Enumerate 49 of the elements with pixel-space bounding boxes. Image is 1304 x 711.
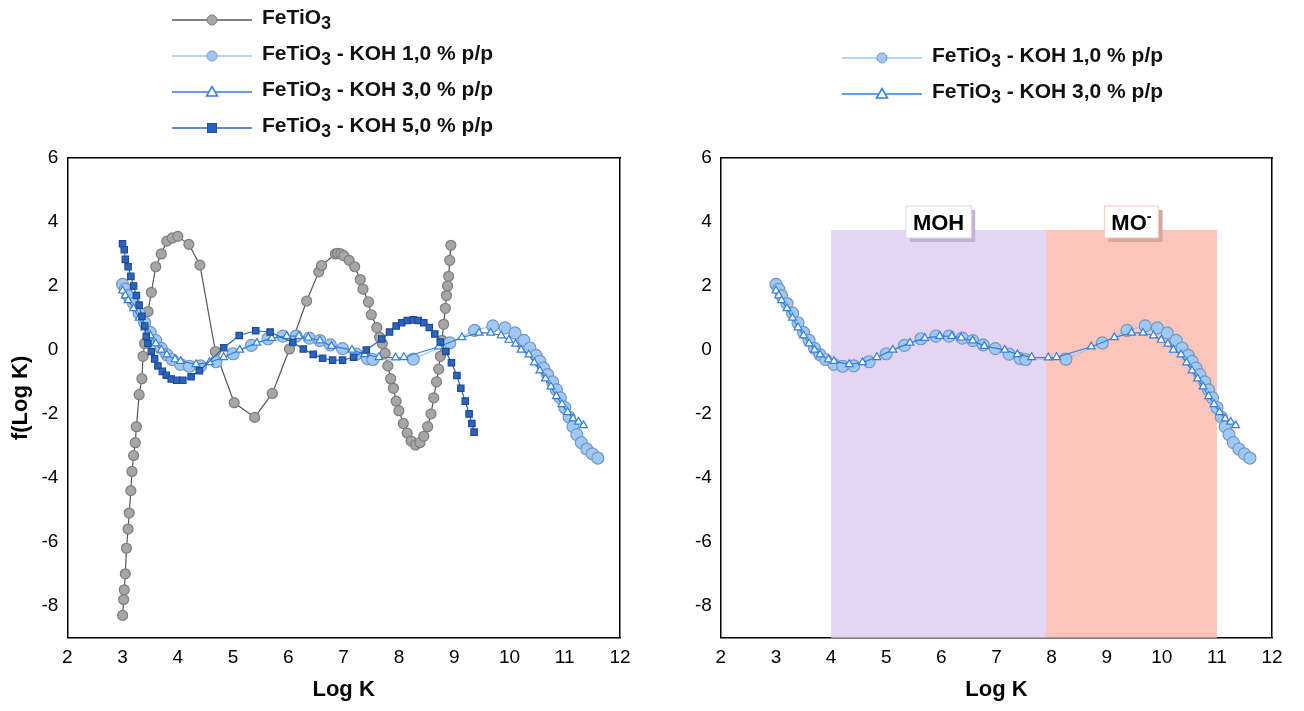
x-axis-title: Log K [312,675,375,701]
y-tick-label: 2 [47,274,59,296]
x-tick-label: 12 [1261,646,1283,668]
y-tick-label: -2 [694,402,712,424]
x-tick-label: 5 [227,646,239,668]
y-tick-label: 2 [701,274,712,296]
x-tick-label: 7 [991,646,1002,668]
x-tick-label: 2 [62,646,73,668]
x-tick-label: 5 [880,646,892,668]
band-label: MO- [1111,208,1152,235]
x-tick-label: 6 [283,646,294,668]
x-tick-label: 11 [1207,646,1227,668]
x-tick-label: 8 [393,646,405,668]
legend-label: FeTiO$_{3}$ - KOH 1,0 % p/p [932,43,1164,73]
x-tick-label: 7 [338,646,349,668]
band-label: MOH [912,209,965,235]
legend-label: FeTiO$_{3}$ - KOH 3,0 % p/p [262,77,494,107]
y-tick-label: -4 [694,466,713,488]
x-tick-label: 4 [825,646,837,668]
y-tick-label: -8 [694,594,712,616]
x-tick-label: 3 [770,646,782,668]
x-tick-label: 8 [1046,646,1057,668]
y-tick-label: 0 [47,338,59,360]
y-tick-label: -6 [694,530,712,552]
y-tick-label: 4 [701,210,713,232]
y-tick-label: -8 [41,594,59,616]
x-tick-label: 9 [1101,646,1112,668]
x-tick-label: 12 [609,646,631,668]
y-axis-title: f(Log K) [7,355,33,441]
y-tick-label: 4 [47,210,59,232]
y-tick-label: -4 [41,466,59,488]
legend-label: FeTiO$_{3}$ - KOH 5,0 % p/p [262,113,494,143]
legend-label: FeTiO$_{3}$ [262,5,331,35]
legend-label: FeTiO$_{3}$ - KOH 3,0 % p/p [932,79,1164,109]
x-tick-label: 6 [936,646,947,668]
x-tick-label: 10 [1151,646,1173,668]
x-tick-label: 11 [554,646,575,668]
x-tick-label: 4 [172,646,184,668]
y-tick-label: 6 [47,146,59,168]
x-tick-label: 9 [448,646,460,668]
x-tick-label: 10 [498,646,521,668]
x-axis-title: Log K [965,675,1028,701]
y-tick-label: -6 [41,530,59,552]
x-tick-label: 2 [715,646,727,668]
y-tick-label: 6 [701,146,712,168]
y-tick-label: 0 [701,338,712,360]
legend-label: FeTiO$_{3}$ - KOH 1,0 % p/p [262,41,494,71]
x-tick-label: 3 [117,646,128,668]
y-tick-label: -2 [41,402,59,424]
